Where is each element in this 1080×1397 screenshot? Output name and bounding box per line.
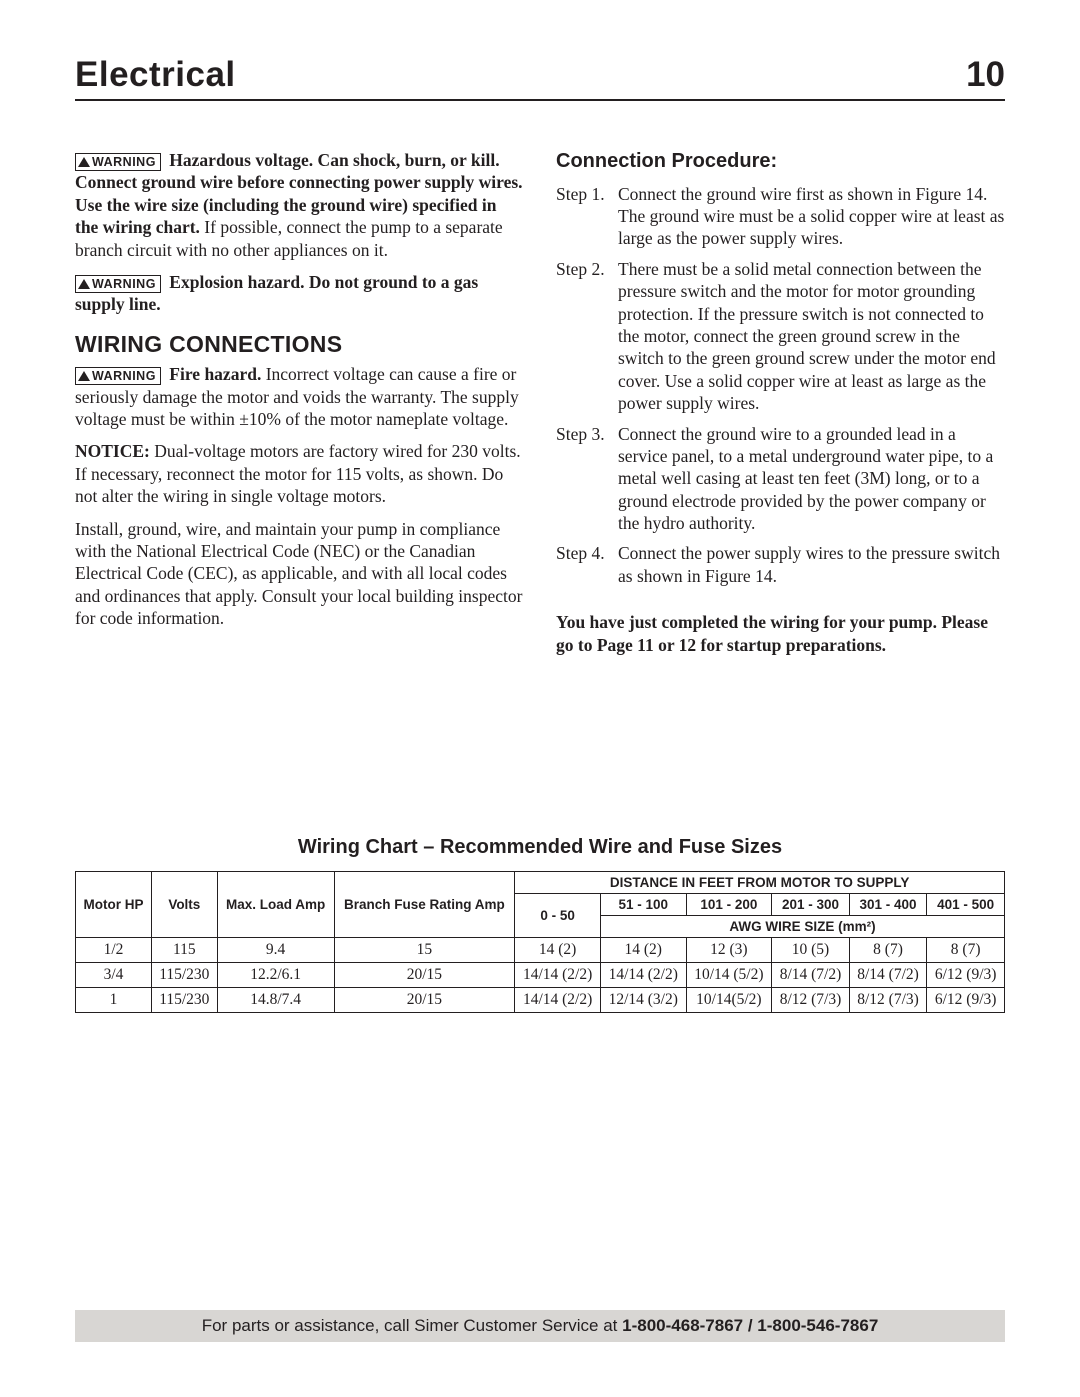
cell: 14/14 (2/2) bbox=[515, 963, 601, 988]
wiring-chart-title: Wiring Chart – Recommended Wire and Fuse… bbox=[75, 836, 1005, 859]
step-body: Connect the power supply wires to the pr… bbox=[618, 542, 1005, 587]
dist-401-500: 401 - 500 bbox=[927, 894, 1005, 916]
table-row: 1/2 115 9.4 15 14 (2) 14 (2) 12 (3) 10 (… bbox=[76, 938, 1005, 963]
closing-note: You have just completed the wiring for y… bbox=[556, 611, 1005, 656]
page-header: Electrical 10 bbox=[75, 55, 1005, 101]
dist-201-300: 201 - 300 bbox=[772, 894, 850, 916]
cell: 8/14 (7/2) bbox=[849, 963, 927, 988]
distance-header: DISTANCE IN FEET FROM MOTOR TO SUPPLY bbox=[515, 872, 1005, 894]
warning-hazardous-voltage: WARNING Hazardous voltage. Can shock, bu… bbox=[75, 149, 524, 261]
step-label: Step 4. bbox=[556, 542, 618, 587]
cell: 8/12 (7/3) bbox=[849, 988, 927, 1013]
table-row: 1 115/230 14.8/7.4 20/15 14/14 (2/2) 12/… bbox=[76, 988, 1005, 1013]
wiring-connections-heading: WIRING CONNECTIONS bbox=[75, 330, 524, 359]
warning-explosion: WARNING Explosion hazard. Do not ground … bbox=[75, 271, 524, 316]
dist-101-200: 101 - 200 bbox=[686, 894, 772, 916]
cell-maxload: 9.4 bbox=[217, 938, 334, 963]
footer-bar: For parts or assistance, call Simer Cust… bbox=[75, 1310, 1005, 1342]
cell-volts: 115 bbox=[151, 938, 217, 963]
step-body: Connect the ground wire to a grounded le… bbox=[618, 423, 1005, 535]
notice-label: NOTICE: bbox=[75, 441, 150, 461]
cell: 6/12 (9/3) bbox=[927, 988, 1005, 1013]
dist-0-50: 0 - 50 bbox=[515, 894, 601, 938]
connection-procedure-heading: Connection Procedure: bbox=[556, 149, 1005, 175]
footer-prefix: For parts or assistance, call Simer Cust… bbox=[202, 1316, 622, 1335]
cell-hp: 1 bbox=[76, 988, 152, 1013]
col-branch-fuse: Branch Fuse Rating Amp bbox=[334, 872, 515, 938]
col-max-load: Max. Load Amp bbox=[217, 872, 334, 938]
warning-badge-icon: WARNING bbox=[75, 153, 161, 171]
step-3: Step 3. Connect the ground wire to a gro… bbox=[556, 423, 1005, 535]
cell: 12 (3) bbox=[686, 938, 772, 963]
warning-fire: WARNING Fire hazard. Incorrect voltage c… bbox=[75, 363, 524, 430]
table-row: 3/4 115/230 12.2/6.1 20/15 14/14 (2/2) 1… bbox=[76, 963, 1005, 988]
notice-paragraph: NOTICE: Dual-voltage motors are factory … bbox=[75, 440, 524, 507]
right-column: Connection Procedure: Step 1. Connect th… bbox=[556, 149, 1005, 666]
cell-maxload: 12.2/6.1 bbox=[217, 963, 334, 988]
cell: 8/12 (7/3) bbox=[772, 988, 850, 1013]
footer-phones: 1-800-468-7867 / 1-800-546-7867 bbox=[622, 1316, 878, 1335]
cell-hp: 3/4 bbox=[76, 963, 152, 988]
step-label: Step 3. bbox=[556, 423, 618, 535]
cell: 10/14 (5/2) bbox=[686, 963, 772, 988]
left-column: WARNING Hazardous voltage. Can shock, bu… bbox=[75, 149, 524, 666]
warning-badge-icon: WARNING bbox=[75, 367, 161, 385]
cell: 14/14 (2/2) bbox=[600, 963, 686, 988]
cell-volts: 115/230 bbox=[151, 988, 217, 1013]
cell-fuse: 20/15 bbox=[334, 988, 515, 1013]
dist-51-100: 51 - 100 bbox=[600, 894, 686, 916]
section-title: Electrical bbox=[75, 55, 236, 95]
awg-subheader: AWG WIRE SIZE (mm²) bbox=[600, 916, 1004, 938]
step-1: Step 1. Connect the ground wire first as… bbox=[556, 183, 1005, 250]
cell-volts: 115/230 bbox=[151, 963, 217, 988]
step-body: There must be a solid metal connection b… bbox=[618, 258, 1005, 415]
cell: 10/14(5/2) bbox=[686, 988, 772, 1013]
step-label: Step 1. bbox=[556, 183, 618, 250]
cell-fuse: 20/15 bbox=[334, 963, 515, 988]
compliance-paragraph: Install, ground, wire, and maintain your… bbox=[75, 518, 524, 630]
dist-301-400: 301 - 400 bbox=[849, 894, 927, 916]
cell: 8/14 (7/2) bbox=[772, 963, 850, 988]
cell: 14/14 (2/2) bbox=[515, 988, 601, 1013]
cell: 8 (7) bbox=[927, 938, 1005, 963]
cell: 8 (7) bbox=[849, 938, 927, 963]
wiring-chart-table: Motor HP Volts Max. Load Amp Branch Fuse… bbox=[75, 871, 1005, 1013]
cell-maxload: 14.8/7.4 bbox=[217, 988, 334, 1013]
col-motor-hp: Motor HP bbox=[76, 872, 152, 938]
step-label: Step 2. bbox=[556, 258, 618, 415]
p3-bold: Fire hazard. bbox=[169, 364, 261, 384]
cell: 12/14 (3/2) bbox=[600, 988, 686, 1013]
cell: 14 (2) bbox=[515, 938, 601, 963]
warning-badge-icon: WARNING bbox=[75, 275, 161, 293]
cell-fuse: 15 bbox=[334, 938, 515, 963]
step-4: Step 4. Connect the power supply wires t… bbox=[556, 542, 1005, 587]
col-volts: Volts bbox=[151, 872, 217, 938]
step-2: Step 2. There must be a solid metal conn… bbox=[556, 258, 1005, 415]
cell: 14 (2) bbox=[600, 938, 686, 963]
cell-hp: 1/2 bbox=[76, 938, 152, 963]
step-body: Connect the ground wire first as shown i… bbox=[618, 183, 1005, 250]
cell: 10 (5) bbox=[772, 938, 850, 963]
cell: 6/12 (9/3) bbox=[927, 963, 1005, 988]
page-number: 10 bbox=[966, 55, 1005, 95]
